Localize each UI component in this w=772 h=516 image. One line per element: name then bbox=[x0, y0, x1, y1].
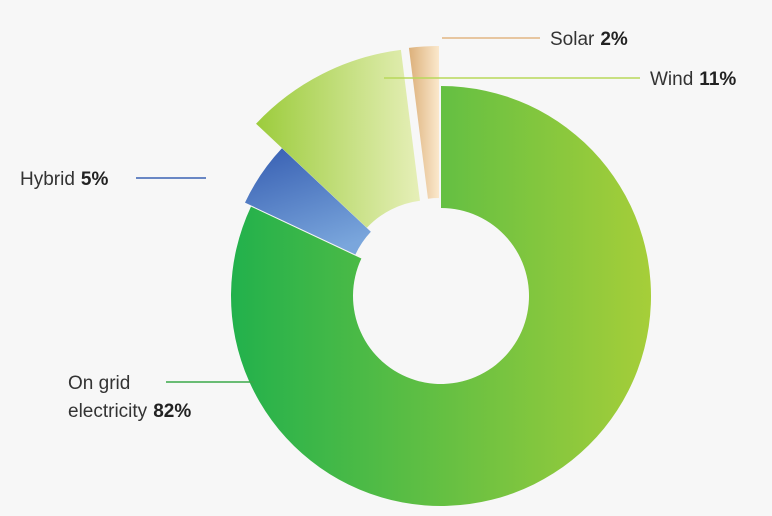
label-solar-text: Solar bbox=[550, 29, 595, 50]
label-solar: Solar 2% bbox=[550, 29, 628, 50]
label-on-grid-electricity-text: On grid bbox=[68, 373, 130, 394]
chart-leader-lines bbox=[136, 37, 640, 383]
label-wind-value: 11% bbox=[699, 69, 736, 90]
label-hybrid-text: Hybrid bbox=[20, 169, 75, 190]
label-on-grid-electricity-value: 82% bbox=[153, 401, 191, 422]
chart-slices bbox=[231, 46, 652, 506]
label-solar-value: 2% bbox=[600, 29, 628, 50]
slice-solar bbox=[408, 46, 439, 199]
chart-labels: On grid electricity 82% Hybrid 5% Wind 11% Sola… bbox=[20, 29, 736, 422]
label-wind: Wind 11% bbox=[650, 69, 736, 90]
label-on-grid-electricity-text: electricity bbox=[68, 401, 148, 422]
label-wind-text: Wind bbox=[650, 69, 693, 90]
slice-hybrid bbox=[244, 148, 371, 255]
label-hybrid: Hybrid 5% bbox=[20, 169, 108, 190]
label-on-grid-electricity: On grid electricity 82% bbox=[68, 373, 191, 422]
slice-on-grid-electricity bbox=[231, 86, 652, 506]
label-hybrid-value: 5% bbox=[81, 169, 109, 190]
slice-wind bbox=[256, 49, 420, 228]
